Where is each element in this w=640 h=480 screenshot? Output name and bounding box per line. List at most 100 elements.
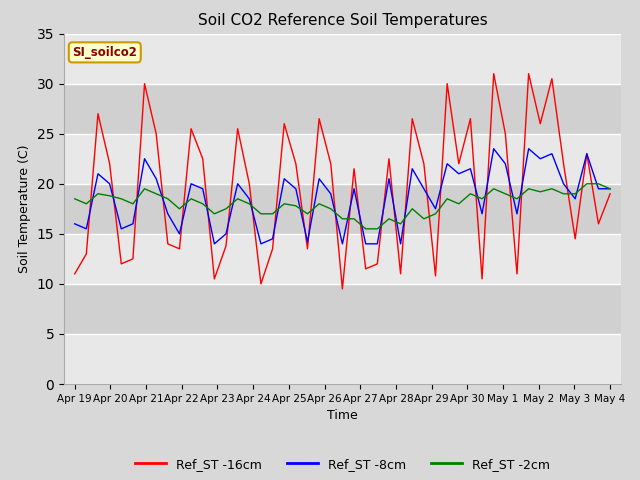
Ref_ST -16cm [560, 161, 568, 167]
Ref_ST -16cm [234, 126, 241, 132]
Ref_ST -2cm [455, 201, 463, 207]
Ref_ST -2cm [490, 186, 497, 192]
Ref_ST -8cm [583, 151, 591, 156]
Ref_ST -16cm [548, 76, 556, 82]
Ref_ST -8cm [292, 186, 300, 192]
Ref_ST -2cm [583, 181, 591, 187]
Ref_ST -8cm [222, 231, 230, 237]
Ref_ST -16cm [420, 161, 428, 167]
Ref_ST -16cm [106, 161, 113, 167]
Ref_ST -16cm [431, 273, 439, 279]
Ref_ST -2cm [467, 191, 474, 197]
Ref_ST -2cm [339, 216, 346, 222]
Ref_ST -8cm [234, 181, 241, 187]
Ref_ST -8cm [269, 236, 276, 242]
Ref_ST -8cm [548, 151, 556, 156]
Ref_ST -2cm [280, 201, 288, 207]
Ref_ST -16cm [199, 156, 207, 162]
Ref_ST -8cm [444, 161, 451, 167]
Ref_ST -8cm [71, 221, 79, 227]
Ref_ST -8cm [316, 176, 323, 181]
Ref_ST -16cm [292, 161, 300, 167]
Ref_ST -2cm [327, 206, 335, 212]
Ref_ST -2cm [374, 226, 381, 232]
Text: SI_soilco2: SI_soilco2 [72, 46, 137, 59]
Ref_ST -16cm [385, 156, 393, 162]
Ref_ST -8cm [420, 186, 428, 192]
Ref_ST -8cm [385, 176, 393, 181]
Ref_ST -2cm [316, 201, 323, 207]
Ref_ST -2cm [222, 206, 230, 212]
Ref_ST -16cm [397, 271, 404, 277]
Ref_ST -16cm [502, 131, 509, 137]
Ref_ST -2cm [606, 186, 614, 192]
Ref_ST -16cm [316, 116, 323, 121]
Ref_ST -16cm [152, 131, 160, 137]
Ref_ST -8cm [246, 196, 253, 202]
Ref_ST -2cm [408, 206, 416, 212]
Ref_ST -2cm [444, 196, 451, 202]
Ref_ST -8cm [350, 186, 358, 192]
Ref_ST -16cm [408, 116, 416, 121]
Ref_ST -8cm [502, 161, 509, 167]
Ref_ST -8cm [595, 186, 602, 192]
Ref_ST -8cm [467, 166, 474, 172]
Ref_ST -8cm [327, 191, 335, 197]
Ref_ST -2cm [129, 201, 137, 207]
Ref_ST -16cm [129, 256, 137, 262]
Ref_ST -2cm [188, 196, 195, 202]
Ref_ST -2cm [199, 201, 207, 207]
Ref_ST -16cm [188, 126, 195, 132]
Bar [64, 184, 621, 234]
Legend: Ref_ST -16cm, Ref_ST -8cm, Ref_ST -2cm: Ref_ST -16cm, Ref_ST -8cm, Ref_ST -2cm [129, 453, 556, 476]
Ref_ST -2cm [117, 196, 125, 202]
Ref_ST -16cm [350, 166, 358, 172]
Ref_ST -16cm [280, 121, 288, 127]
Bar [64, 334, 621, 384]
Ref_ST -16cm [222, 243, 230, 249]
Ref_ST -2cm [548, 186, 556, 192]
Ref_ST -8cm [175, 231, 183, 237]
Ref_ST -16cm [117, 261, 125, 267]
Ref_ST -2cm [397, 221, 404, 227]
Bar [64, 234, 621, 284]
Ref_ST -16cm [444, 81, 451, 86]
Ref_ST -16cm [71, 271, 79, 277]
Ref_ST -16cm [211, 276, 218, 282]
Ref_ST -8cm [164, 211, 172, 216]
Ref_ST -16cm [269, 246, 276, 252]
Ref_ST -16cm [362, 266, 369, 272]
Ref_ST -16cm [455, 161, 463, 167]
Ref_ST -2cm [536, 189, 544, 195]
Ref_ST -16cm [94, 111, 102, 117]
Ref_ST -8cm [257, 241, 265, 247]
Ref_ST -2cm [572, 191, 579, 197]
Ref_ST -8cm [83, 226, 90, 232]
Ref_ST -16cm [164, 241, 172, 247]
Ref_ST -8cm [141, 156, 148, 162]
Ref_ST -16cm [606, 191, 614, 197]
Ref_ST -8cm [572, 196, 579, 202]
Ref_ST -16cm [83, 251, 90, 257]
Ref_ST -2cm [269, 211, 276, 216]
Ref_ST -16cm [175, 246, 183, 252]
Ref_ST -2cm [141, 186, 148, 192]
X-axis label: Time: Time [327, 409, 358, 422]
Ref_ST -2cm [362, 226, 369, 232]
Line: Ref_ST -16cm: Ref_ST -16cm [75, 73, 610, 289]
Ref_ST -8cm [188, 181, 195, 187]
Title: Soil CO2 Reference Soil Temperatures: Soil CO2 Reference Soil Temperatures [198, 13, 487, 28]
Ref_ST -16cm [339, 286, 346, 292]
Ref_ST -8cm [280, 176, 288, 181]
Ref_ST -16cm [141, 81, 148, 86]
Ref_ST -16cm [513, 271, 521, 277]
Ref_ST -2cm [234, 196, 241, 202]
Ref_ST -16cm [467, 116, 474, 121]
Ref_ST -2cm [350, 216, 358, 222]
Ref_ST -2cm [211, 211, 218, 216]
Ref_ST -8cm [560, 181, 568, 187]
Ref_ST -2cm [502, 191, 509, 197]
Bar [64, 284, 621, 334]
Y-axis label: Soil Temperature (C): Soil Temperature (C) [18, 144, 31, 273]
Ref_ST -2cm [292, 203, 300, 209]
